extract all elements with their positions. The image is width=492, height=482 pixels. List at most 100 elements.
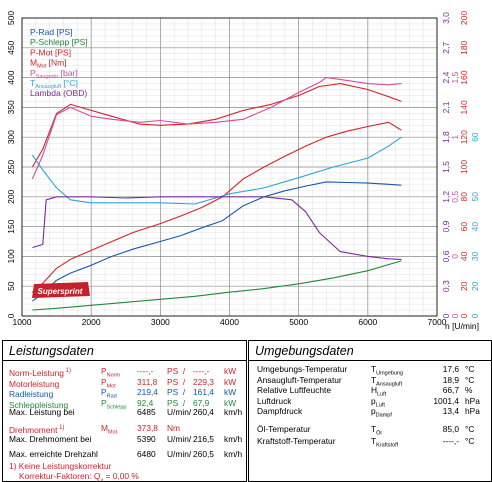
leist-value-kw: 67,9 [193,397,210,408]
footnote-1: 1) Keine Leistungskorrektur [9,461,112,471]
leist-value-kw: 229,3 [193,376,214,387]
umg-unit: hPa [465,406,480,416]
leist-unit-ps: PS / [167,366,186,376]
legend-entry: Lambda (OBD) [30,88,87,98]
leist-unit-ps: PS / [167,376,186,387]
plot-frame [21,17,438,317]
legend-entry: TAnsaugluft [°C] [30,78,78,90]
y-tick-lambda: 1,8 [441,131,451,143]
umg-symbol: HLuft [371,385,387,398]
umg-value: 18,9 [442,374,459,385]
leist-symbol: MMot [101,423,118,436]
series-line [32,121,402,293]
y-tick-lambda: 0,6 [441,250,451,262]
legend-entry: MMot [Nm] [30,58,67,70]
leist-unit-kw: kW [224,397,237,408]
y-tick-power: 450 [6,40,16,54]
y-tick-lambda: 1,5 [441,161,451,173]
svg-text:Supersprint: Supersprint [38,287,83,296]
x-tick-label: 1000 [13,317,32,327]
y-tick-torque_temp: 120 [459,130,469,144]
y-tick-torque_temp: 20 [459,281,469,291]
umg-unit: °C [465,364,475,374]
umg-label: Relative Luftfeuchte [257,385,332,395]
series-line [31,83,402,168]
umg-value: 1001,4 [433,395,459,406]
leist-unit2: km/h [224,407,243,417]
leist-unit-kw: kW [224,376,237,387]
leist-unit2: km/h [224,449,243,459]
umg-value: 17,6 [442,364,459,374]
leist-label: Motorleistung [9,378,60,389]
y-tick-temp2: 60 [470,132,480,142]
leist-label: Max. Leistung bei [9,407,75,417]
legend-entry: PSaugrohr [bar] [30,68,78,80]
series-line [31,77,402,180]
leist-label: Max. Drehmoment bei [9,434,92,444]
y-tick-temp2: 20 [470,281,480,291]
leist-value-ps: ----,- [137,366,154,376]
umg-value: 13,4 [442,406,459,416]
series-line [32,181,402,302]
umg-value: ----,- [442,436,459,446]
y-tick-boost: 1,5 [450,71,460,83]
x-tick-label: 2000 [82,317,101,327]
x-tick-label: 6000 [358,317,377,327]
y-tick-power: 500 [6,11,16,25]
y-tick-boost: 0 [450,254,460,259]
chart-legend: P-Rad [PS]P-Schlepp [PS]P-Mot [PS]MMot [… [30,27,88,98]
leist-label: Schleppleistung [9,399,69,410]
umgebungsdaten-title: Umgebungsdaten [249,341,491,361]
x-tick-label: 5000 [289,317,308,327]
x-axis-label: n [U/min] [445,321,479,331]
umg-label: Dampfdruck [257,406,303,416]
y-tick-torque_temp: 40 [459,251,469,261]
y-tick-power: 150 [6,219,16,233]
leist-value-ps: 311,8 [137,376,158,387]
leist-unit-kw: kW [224,366,237,376]
x-tick-label: 7000 [428,317,447,327]
umg-label: Kraftstoff-Temperatur [257,436,336,446]
leist-value-kw: ----,- [193,366,210,376]
leist-unit: U/min/ [167,407,192,417]
leist-unit-ps: PS / [167,397,186,408]
umg-symbol: pLuft [371,395,385,409]
leist-label: Drehmoment 1) [9,424,65,435]
y-tick-power: 400 [6,70,16,84]
y-tick-torque_temp: 140 [459,100,469,114]
y-tick-power: 200 [6,189,16,203]
legend-entry: P-Rad [PS] [30,27,73,37]
umg-symbol: TKraftstoff [371,436,399,449]
umg-unit: hPa [465,395,480,406]
umg-label: Öl-Temperatur [257,424,311,434]
leist-unit-kw: kW [224,387,237,397]
series-line [31,136,402,205]
footnote-2: Korrektur-Faktoren: Qy = 0,00 % [19,471,139,482]
leist-value2: 260,4 [193,407,214,417]
y-tick-lambda: 2,1 [441,101,451,113]
umg-label: Umgebungs-Temperatur [257,364,348,374]
y-tick-torque_temp: 200 [459,11,469,25]
y-tick-lambda: 0 [441,313,451,318]
y-tick-boost: 0,5 [450,191,460,203]
umg-symbol: TÖl [371,424,382,437]
series-line [32,196,402,260]
leist-value: 6480 [137,449,156,459]
y-tick-temp2: 30 [470,251,480,261]
chart-grid [21,17,438,317]
umg-label: Ansaugluft-Temperatur [257,374,342,385]
legend-entry: P-Mot [PS] [30,47,71,57]
y-tick-torque_temp: 80 [459,192,469,202]
leist-value-ps: 92,4 [137,397,154,408]
leist-unit2: km/h [224,434,243,444]
leist-symbol: PRad [101,387,117,400]
y-tick-power: 50 [6,281,16,291]
leist-label: Radleistung [9,388,54,399]
leist-unit: U/min/ [167,449,192,459]
superprint-logo: Supersprint [32,282,90,298]
leist-label: Norm-Leistung 1) [9,367,71,378]
umg-symbol: pDampf [371,406,392,419]
leist-value2: 216,5 [193,434,214,444]
y-tick-torque_temp: 180 [459,40,469,54]
